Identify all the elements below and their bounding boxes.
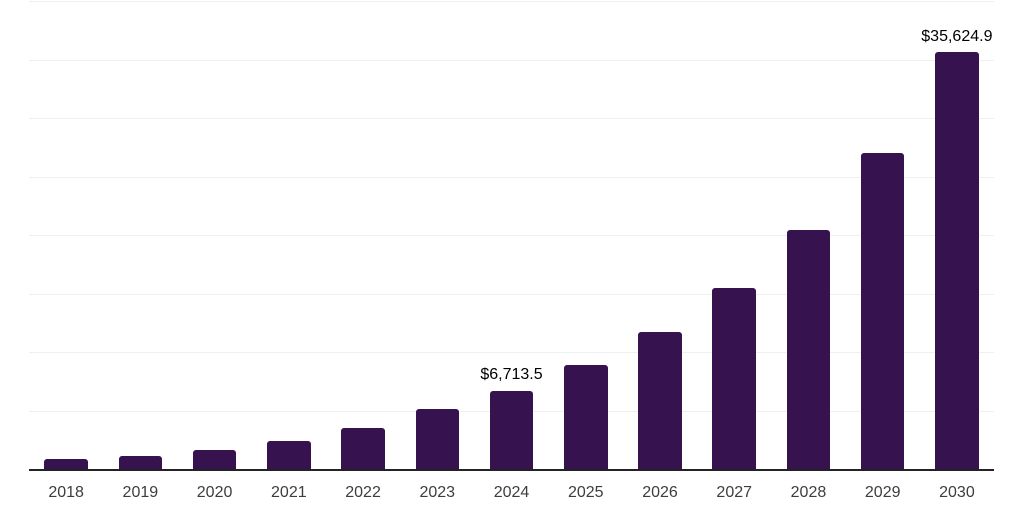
x-tick-2021: 2021 bbox=[271, 484, 307, 501]
bar-2020[interactable] bbox=[192, 450, 237, 469]
bar-band-2030 bbox=[920, 1, 994, 469]
bar-2027[interactable] bbox=[712, 288, 756, 469]
gridline-35000 bbox=[29, 59, 994, 61]
bar-band-2024 bbox=[474, 1, 548, 469]
gridline-15000 bbox=[29, 293, 994, 295]
bar-band-2020 bbox=[177, 1, 251, 469]
bar-2028[interactable] bbox=[786, 230, 831, 469]
x-tick-2025: 2025 bbox=[567, 484, 604, 501]
plot-area: $6,713.5 $35,624.9 bbox=[29, 1, 994, 469]
gridline-30000 bbox=[29, 118, 994, 119]
x-tick-2029: 2029 bbox=[864, 484, 901, 501]
x-axis-line bbox=[29, 469, 994, 471]
bar-band-2029 bbox=[846, 1, 920, 469]
bar-band-2027 bbox=[697, 1, 771, 469]
x-tick-2024: 2024 bbox=[493, 484, 530, 501]
bar-2030[interactable] bbox=[935, 52, 979, 469]
x-axis-tick-labels: 2018 2019 2020 2021 2022 2023 2024 2025 2026 2027… bbox=[29, 484, 994, 502]
bar-2019[interactable] bbox=[118, 455, 163, 469]
gridline-40000 bbox=[29, 1, 994, 2]
bar-2024[interactable] bbox=[489, 390, 534, 469]
value-label-2030: $35,624.9 bbox=[921, 28, 993, 46]
x-tick-2019: 2019 bbox=[122, 484, 159, 501]
gridline-10000 bbox=[29, 352, 994, 353]
bar-2025[interactable] bbox=[564, 365, 608, 469]
gridline-25000 bbox=[29, 176, 994, 178]
value-label-2024: $6,713.5 bbox=[480, 366, 543, 384]
x-tick-2020: 2020 bbox=[196, 484, 233, 501]
x-tick-2023: 2023 bbox=[419, 484, 456, 501]
bar-band-2023 bbox=[400, 1, 474, 469]
bar-band-2019 bbox=[103, 1, 177, 469]
gridline-20000 bbox=[29, 235, 994, 236]
bar-band-2028 bbox=[771, 1, 845, 469]
bar-2026[interactable] bbox=[638, 332, 682, 469]
bar-band-2026 bbox=[623, 1, 697, 469]
bar-band-2025 bbox=[549, 1, 623, 469]
x-tick-2022: 2022 bbox=[345, 484, 381, 501]
bar-2029[interactable] bbox=[860, 153, 905, 469]
bar-2023[interactable] bbox=[415, 409, 460, 469]
x-tick-2027: 2027 bbox=[716, 484, 753, 501]
bar-2022[interactable] bbox=[341, 427, 385, 469]
x-tick-2026: 2026 bbox=[642, 484, 678, 501]
bar-2021[interactable] bbox=[267, 441, 311, 469]
x-tick-2028: 2028 bbox=[790, 484, 827, 501]
bar-2018[interactable] bbox=[44, 459, 88, 469]
bar-band-2022 bbox=[326, 1, 400, 469]
bar-band-2018 bbox=[29, 1, 103, 469]
x-tick-2018: 2018 bbox=[48, 484, 84, 501]
bar-series bbox=[29, 1, 994, 469]
x-tick-2030: 2030 bbox=[939, 484, 975, 501]
bar-band-2021 bbox=[252, 1, 326, 469]
